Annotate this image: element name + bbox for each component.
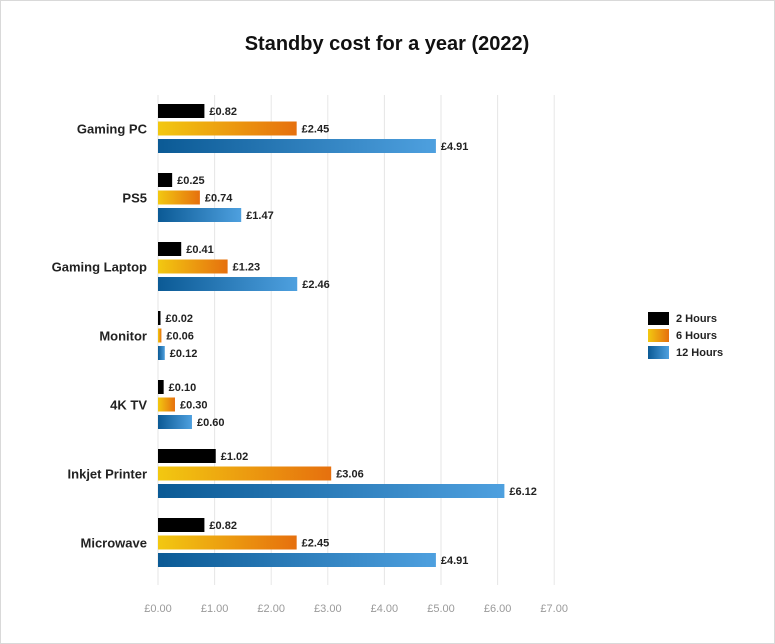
legend-label: 12 Hours <box>676 347 723 359</box>
bar <box>158 466 332 481</box>
x-tick-label: £6.00 <box>484 603 512 615</box>
data-label: £0.60 <box>197 417 225 429</box>
bars: £0.82 £2.45 £4.91 £0.25£0.74 £1.47 £0.41 £1.23… <box>158 104 537 567</box>
bar <box>158 484 505 498</box>
data-label: £3.06 <box>336 469 364 481</box>
data-label: £0.30 <box>180 400 208 412</box>
data-label: £0.06 <box>166 331 194 343</box>
bar <box>158 518 205 532</box>
bar <box>158 259 228 274</box>
data-label: £4.91 <box>441 141 469 153</box>
data-label: £6.12 <box>509 486 537 498</box>
category-label: Inkjet Printer <box>68 467 147 482</box>
data-label: £4.91 <box>441 555 469 567</box>
bar <box>158 328 162 343</box>
bar <box>158 311 161 325</box>
data-label: £0.25 <box>177 175 205 187</box>
legend: 2 Hours 6 Hours 12 Hours <box>648 312 723 359</box>
legend-swatch <box>648 312 669 325</box>
grid-lines <box>157 95 555 585</box>
data-label: £1.47 <box>246 210 274 222</box>
x-tick-label: £4.00 <box>371 603 399 615</box>
data-label: £0.10 <box>169 382 197 394</box>
bar <box>158 208 242 222</box>
data-label: £1.02 <box>221 451 249 463</box>
category-label: PS5 <box>122 191 147 206</box>
legend-swatch <box>648 329 669 342</box>
x-axis-ticks: £0.00 £1.00 £2.00 £3.00 £4.00 £5.00 £6.00 £7.00 <box>144 603 568 615</box>
bar <box>158 535 297 550</box>
category-label: Gaming PC <box>77 122 148 137</box>
x-tick-label: £7.00 <box>540 603 568 615</box>
data-label: £0.82 <box>209 520 237 532</box>
x-tick-label: £1.00 <box>201 603 229 615</box>
legend-label: 6 Hours <box>676 330 717 342</box>
category-labels: Gaming PC PS5 Gaming Laptop Monitor 4K TV Ink… <box>52 122 148 551</box>
data-label: £2.45 <box>302 538 330 550</box>
category-label: Gaming Laptop <box>52 260 147 275</box>
x-tick-label: £0.00 <box>144 603 172 615</box>
bar <box>158 190 200 205</box>
data-label: £2.45 <box>302 124 330 136</box>
data-label: £2.46 <box>302 279 330 291</box>
bar <box>158 139 436 153</box>
bar <box>158 346 165 360</box>
category-label: Monitor <box>99 329 147 344</box>
chart-title: Standby cost for a year (2022) <box>245 33 530 55</box>
bar <box>158 449 216 463</box>
data-label: £1.23 <box>233 262 261 274</box>
x-tick-label: £5.00 <box>427 603 455 615</box>
bar <box>158 104 205 118</box>
bar <box>158 553 436 567</box>
data-label: £0.12 <box>170 348 198 360</box>
bar <box>158 173 173 187</box>
bar <box>158 380 164 394</box>
bar <box>158 415 192 429</box>
category-label: 4K TV <box>110 398 147 413</box>
bar <box>158 397 175 412</box>
x-tick-label: £2.00 <box>257 603 285 615</box>
bar <box>158 242 182 256</box>
legend-swatch <box>648 346 669 359</box>
data-label: £0.82 <box>209 106 237 118</box>
bar <box>158 277 298 291</box>
x-tick-label: £3.00 <box>314 603 342 615</box>
data-label: £0.02 <box>166 313 194 325</box>
data-label: £0.74 <box>205 193 233 205</box>
data-label: £0.41 <box>186 244 214 256</box>
category-label: Microwave <box>81 536 147 551</box>
legend-label: 2 Hours <box>676 313 717 325</box>
bar <box>158 121 297 136</box>
